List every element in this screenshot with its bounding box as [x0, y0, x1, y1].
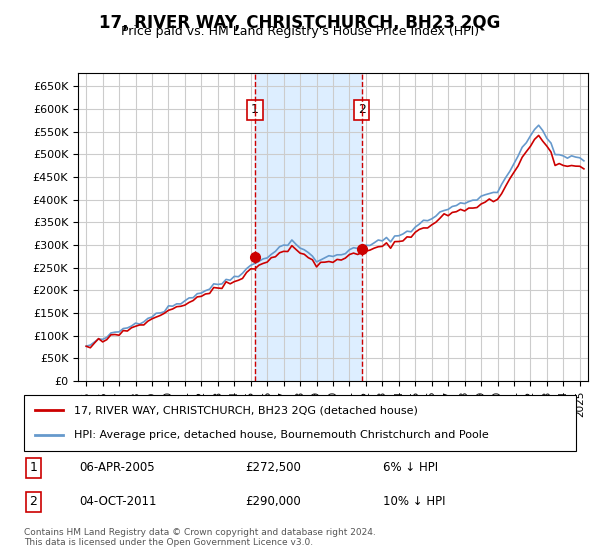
- Text: 10% ↓ HPI: 10% ↓ HPI: [383, 496, 445, 508]
- Text: 1: 1: [29, 461, 37, 474]
- Text: 1: 1: [251, 103, 259, 116]
- Text: HPI: Average price, detached house, Bournemouth Christchurch and Poole: HPI: Average price, detached house, Bour…: [74, 430, 488, 440]
- Text: Price paid vs. HM Land Registry's House Price Index (HPI): Price paid vs. HM Land Registry's House …: [121, 25, 479, 38]
- Text: 17, RIVER WAY, CHRISTCHURCH, BH23 2QG (detached house): 17, RIVER WAY, CHRISTCHURCH, BH23 2QG (d…: [74, 405, 418, 416]
- Text: Contains HM Land Registry data © Crown copyright and database right 2024.
This d: Contains HM Land Registry data © Crown c…: [24, 528, 376, 547]
- FancyBboxPatch shape: [24, 395, 576, 451]
- Text: 06-APR-2005: 06-APR-2005: [79, 461, 155, 474]
- Text: £290,000: £290,000: [245, 496, 301, 508]
- Text: 2: 2: [29, 496, 37, 508]
- Bar: [255, 73, 362, 381]
- Text: 2: 2: [358, 103, 366, 116]
- Text: £272,500: £272,500: [245, 461, 301, 474]
- Text: 17, RIVER WAY, CHRISTCHURCH, BH23 2QG: 17, RIVER WAY, CHRISTCHURCH, BH23 2QG: [100, 14, 500, 32]
- Text: 6% ↓ HPI: 6% ↓ HPI: [383, 461, 438, 474]
- Text: 04-OCT-2011: 04-OCT-2011: [79, 496, 157, 508]
